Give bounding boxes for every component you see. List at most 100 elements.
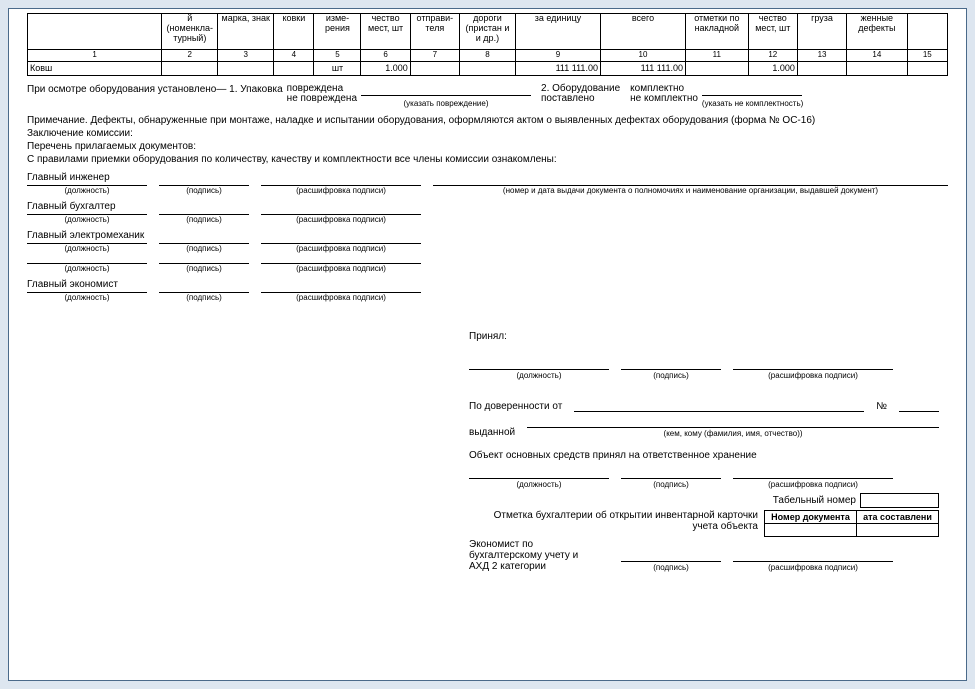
sig-field[interactable]: (расшифровка подписи) xyxy=(261,243,421,253)
table-header-cell xyxy=(907,14,947,50)
document-page: й (номенкла-турный)марка, знакковкиизме-… xyxy=(8,8,967,681)
custody-sign-field[interactable] xyxy=(621,465,721,479)
doc-num-cell[interactable] xyxy=(765,524,857,537)
table-data-cell: Ковш xyxy=(28,62,162,76)
tab-num-label: Табельный номер xyxy=(773,495,856,506)
table-header-cell: отправи-теля xyxy=(410,14,459,50)
table-data-cell xyxy=(162,62,218,76)
accept-sign-field[interactable] xyxy=(621,356,721,370)
inspect-delivered: поставлено xyxy=(541,94,620,104)
inspect-not-damaged: не повреждена xyxy=(287,94,357,104)
completeness-hint: (указать не комплектность) xyxy=(702,99,803,108)
table-data-row: Ковшшт1.000111 111.00111 111.001.000 xyxy=(28,62,948,76)
table-header-cell: отметки по накладной xyxy=(686,14,749,50)
table-data-cell: 111 111.00 xyxy=(515,62,600,76)
table-num-cell: 13 xyxy=(797,50,846,62)
table-data-cell xyxy=(274,62,314,76)
custody-label: Объект основных средств принял на ответс… xyxy=(469,450,939,461)
econ-sign-field[interactable] xyxy=(621,548,721,562)
table-header-cell xyxy=(28,14,162,50)
table-num-cell: 4 xyxy=(274,50,314,62)
custody-decode-field[interactable] xyxy=(733,465,893,479)
table-num-cell: 10 xyxy=(600,50,685,62)
issued-label: выданной xyxy=(469,427,515,438)
table-num-cell: 12 xyxy=(748,50,797,62)
table-header-cell: женные дефекты xyxy=(847,14,907,50)
doc-num-header: Номер документа xyxy=(765,511,857,524)
sig-field[interactable]: (расшифровка подписи) xyxy=(261,214,421,224)
table-header-cell: груза xyxy=(797,14,846,50)
table-data-cell xyxy=(218,62,274,76)
custody-decode-hint: (расшифровка подписи) xyxy=(733,479,893,489)
inspect-prefix: При осмотре оборудования установлено— 1.… xyxy=(27,84,283,95)
table-data-cell: шт xyxy=(314,62,361,76)
accept-role-field[interactable] xyxy=(469,356,609,370)
sig-field[interactable]: (расшифровка подписи) xyxy=(261,263,421,273)
sig-field[interactable]: (расшифровка подписи) xyxy=(261,292,421,302)
sig-field[interactable]: (должность) xyxy=(27,214,147,224)
accepted-label: Принял: xyxy=(469,331,939,342)
sig-field[interactable]: (должность) xyxy=(27,185,147,195)
table-num-cell: 1 xyxy=(28,50,162,62)
accept-role-hint: (должность) xyxy=(469,370,609,380)
doc-date-header: ата составлени xyxy=(857,511,939,524)
damage-field[interactable] xyxy=(361,84,531,96)
sig-field[interactable]: (подпись) xyxy=(159,185,249,195)
doc-date-cell[interactable] xyxy=(857,524,939,537)
sig-field[interactable]: (расшифровка подписи) xyxy=(261,185,421,195)
sig-field[interactable]: (должность) xyxy=(27,292,147,302)
inspection-line: При осмотре оборудования установлено— 1.… xyxy=(27,84,948,108)
note-defects: Примечание. Дефекты, обнаруженные при мо… xyxy=(27,114,948,127)
econ-decode-hint: (расшифровка подписи) xyxy=(733,562,893,572)
econ-sign-hint: (подпись) xyxy=(621,562,721,572)
sig-field[interactable]: (подпись) xyxy=(159,243,249,253)
table-num-cell: 2 xyxy=(162,50,218,62)
sig-field[interactable]: (должность) xyxy=(27,243,147,253)
note-attachments: Перечень прилагаемых документов: xyxy=(27,140,948,153)
table-data-cell xyxy=(907,62,947,76)
econ-line1: Экономист по xyxy=(469,539,609,550)
equipment-table: й (номенкла-турный)марка, знакковкиизме-… xyxy=(27,13,948,76)
issued-field[interactable] xyxy=(527,414,939,428)
table-num-cell: 5 xyxy=(314,50,361,62)
table-header-cell: чество мест, шт xyxy=(361,14,410,50)
sig-field[interactable]: (подпись) xyxy=(159,263,249,273)
proxy-date-field[interactable] xyxy=(574,398,864,412)
econ-line3: АХД 2 категории xyxy=(469,561,609,572)
note-rules: С правилами приемки оборудования по коли… xyxy=(27,153,948,166)
sig-role-label: Главный электромеханик xyxy=(27,230,948,241)
sig-role-label: Главный бухгалтер xyxy=(27,201,948,212)
table-header-cell: всего xyxy=(600,14,685,50)
completeness-field[interactable] xyxy=(702,84,802,96)
table-data-cell: 111 111.00 xyxy=(600,62,685,76)
table-header-cell: ковки xyxy=(274,14,314,50)
custody-role-hint: (должность) xyxy=(469,479,609,489)
table-header-cell: й (номенкла-турный) xyxy=(162,14,218,50)
custody-role-field[interactable] xyxy=(469,465,609,479)
table-num-cell: 7 xyxy=(410,50,459,62)
sig-field[interactable]: (должность) xyxy=(27,263,147,273)
tab-num-table xyxy=(860,493,939,508)
sig-field[interactable]: (подпись) xyxy=(159,214,249,224)
table-header-row: й (номенкла-турный)марка, знакковкиизме-… xyxy=(28,14,948,50)
custody-sign-hint: (подпись) xyxy=(621,479,721,489)
table-header-cell: дороги (пристан и и др.) xyxy=(459,14,515,50)
doc-table: Номер документа ата составлени xyxy=(764,510,939,537)
tab-num-cell[interactable] xyxy=(861,494,939,508)
econ-decode-field[interactable] xyxy=(733,548,893,562)
table-num-cell: 14 xyxy=(847,50,907,62)
sig-auth-hint: (номер и дата выдачи документа о полномо… xyxy=(433,185,948,195)
signatures-block: Главный инженер (должность) (подпись) (расш… xyxy=(27,172,948,302)
table-header-cell: за единицу xyxy=(515,14,600,50)
table-data-cell xyxy=(410,62,459,76)
table-data-cell xyxy=(686,62,749,76)
table-data-cell: 1.000 xyxy=(748,62,797,76)
proxy-num-sign: № xyxy=(876,401,887,412)
sig-field[interactable]: (подпись) xyxy=(159,292,249,302)
sig-role-label: Главный инженер xyxy=(27,172,948,183)
accept-decode-field[interactable] xyxy=(733,356,893,370)
proxy-num-field[interactable] xyxy=(899,398,939,412)
table-data-cell xyxy=(459,62,515,76)
table-num-cell: 11 xyxy=(686,50,749,62)
note-conclusion: Заключение комиссии: xyxy=(27,127,948,140)
